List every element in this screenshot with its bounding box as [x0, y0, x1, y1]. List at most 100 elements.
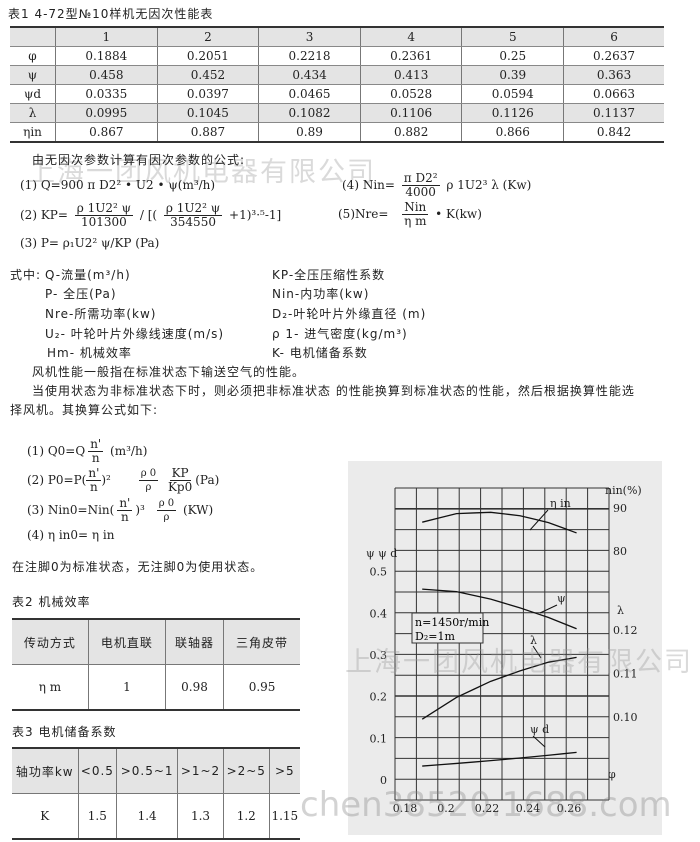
formula-2: (2) KP= ρ 1U2² ψ 101300 / [( ρ 1U2² ψ 3545… [20, 202, 281, 229]
x-tick-label: 0.18 [393, 802, 418, 815]
table2-title: 表2 机械效率 [12, 595, 91, 609]
table-cell: 0.98 [164, 664, 224, 710]
numerator: ρ 0 [156, 498, 177, 511]
table-cell: ψd [10, 84, 56, 104]
right-lambda-axis-label: λ [617, 604, 624, 617]
legend-item: ρ 1- 进气密度(kg/m³) [272, 327, 408, 341]
f4-lhs: (4) Nin= [342, 178, 395, 192]
table-cell: K [40, 809, 50, 823]
table-row: ψ 0.458 0.452 0.434 0.413 0.39 0.363 [10, 65, 664, 85]
annotation-speed: n=1450r/min [415, 616, 489, 629]
chart-curves [421, 509, 577, 767]
paragraph: 风机性能一般指在标准状态下输送空气的性能。 [32, 365, 306, 379]
x-axis-label: φ [608, 768, 616, 781]
left-tick-label: 0.3 [370, 649, 388, 662]
curve-λ [421, 656, 577, 720]
table-cell: <0.5 [77, 748, 117, 794]
table-cell: 5 [461, 27, 564, 47]
conversion-4: (4) η in0= η in [27, 528, 115, 542]
curve-label-lambda: λ [530, 634, 537, 647]
table-cell: 0.1106 [359, 103, 462, 123]
conversion-1: (1) Q0=Q n' n (m³/h) [27, 438, 147, 465]
table-row: φ 0.1884 0.2051 0.2218 0.2361 0.25 0.2637 [10, 46, 664, 66]
table-cell: 3 [258, 27, 361, 47]
right-lambda-tick-label: 0.11 [613, 668, 638, 681]
left-tick-label: 0.4 [370, 607, 388, 620]
table-cell: 0.434 [258, 65, 361, 85]
table-cell: 0.866 [461, 122, 564, 143]
numerator: n' [88, 437, 104, 452]
table-cell: 0.882 [359, 122, 462, 143]
legend-item: Nin-内功率(kw) [272, 287, 370, 301]
x-tick-label: 0.26 [557, 802, 582, 815]
denominator: 4000 [405, 185, 436, 199]
table-cell: 0.39 [461, 65, 564, 85]
x-tick-label: 0.22 [475, 802, 500, 815]
c2-mid: )² [101, 473, 111, 487]
f2-lhs: (2) KP= [20, 208, 68, 222]
f2-mid: / [( [139, 208, 158, 222]
table-cell: 0.0995 [55, 103, 158, 123]
curve-ηin [422, 511, 577, 534]
numerator: ρ 1U2² ψ [74, 201, 134, 216]
curve-label-psi: ψ [557, 592, 566, 605]
note: 在注脚0为标准状态，无注脚0为使用状态。 [12, 560, 264, 574]
left-tick-label: 0.1 [370, 732, 388, 745]
table-cell: 1.2 [222, 793, 270, 839]
annotation-box [411, 612, 484, 644]
table-cell: 0.0528 [359, 84, 462, 104]
curve-ψd [422, 751, 577, 767]
numerator: π D2² [401, 171, 440, 186]
right-percent-tick-label: 90 [613, 502, 627, 515]
denominator: 101300 [80, 215, 127, 229]
table-cell: ηin [10, 122, 56, 143]
table-cell: λ [10, 103, 56, 123]
table-row: η m 1 0.98 0.95 [12, 664, 300, 710]
table-row: ηin 0.867 0.887 0.89 0.882 0.866 0.842 [10, 122, 664, 143]
table-cell: 0.363 [563, 65, 664, 85]
table-cell: 0.1045 [156, 103, 259, 123]
table-cell: 电机直联 [87, 619, 166, 665]
denominator: n [120, 510, 129, 524]
leader-line [532, 645, 542, 659]
table-cell: 0.0465 [258, 84, 361, 104]
table-cell: 1.15 [268, 793, 300, 839]
numerator: KP [169, 466, 191, 481]
table-cell [10, 27, 56, 47]
legend-item: Hm- 机械效率 [47, 346, 132, 360]
table-cell: η m [38, 680, 62, 694]
formula-intro: 由无因次参数计算有因次参数的公式: [32, 153, 246, 167]
watermark: 上海一团风机电器有限公司 [28, 157, 376, 188]
table-cell: 0.867 [55, 122, 158, 143]
table-cell: 0.25 [461, 46, 564, 66]
table-cell: 0.2051 [156, 46, 259, 66]
curve-ψ [422, 588, 577, 630]
table-cell: 0.2637 [563, 46, 664, 66]
numerator: n' [117, 496, 133, 511]
table-cell: >5 [268, 748, 300, 794]
table-cell: 0.0335 [55, 84, 158, 104]
table-cell: 联轴器 [164, 619, 224, 665]
table-cell: 1 [87, 664, 166, 710]
table-cell: 0.413 [359, 65, 462, 85]
left-tick-label: 0 [380, 774, 387, 787]
table-cell: 0.2361 [359, 46, 462, 66]
table1: 1 2 3 4 5 6 φ 0.1884 0.2051 0.2218 0.2361 0.25 0.263… [10, 26, 664, 143]
table-cell: 0.0663 [563, 84, 664, 104]
fraction: ρ 1U2² ψ 354550 [163, 202, 223, 229]
f2-tail: +1)³·⁵-1] [229, 208, 282, 222]
table-cell: 0.0594 [461, 84, 564, 104]
c1-lhs: (1) Q0=Q [27, 444, 86, 458]
table3-title: 表3 电机储备系数 [12, 725, 117, 739]
c3-lhs: (3) Nin0=Nin( [27, 503, 115, 517]
formula-1: (1) Q=900 π D2² • U2 • ψ(m³/h) [20, 178, 216, 192]
table-cell: >1~2 [177, 748, 224, 794]
leader-line [529, 509, 549, 531]
